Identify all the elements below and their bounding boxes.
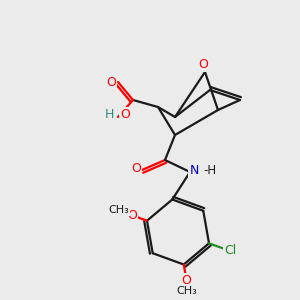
Text: Cl: Cl — [225, 244, 237, 256]
Text: O: O — [120, 107, 130, 121]
Text: CH₃: CH₃ — [108, 205, 129, 215]
Text: O: O — [127, 209, 137, 222]
Text: O: O — [106, 76, 116, 88]
Text: O: O — [198, 58, 208, 70]
Text: N: N — [189, 164, 199, 178]
Text: O: O — [131, 163, 141, 176]
Text: H: H — [105, 107, 114, 121]
Text: O: O — [182, 274, 191, 287]
Text: -H: -H — [203, 164, 216, 178]
Text: CH₃: CH₃ — [176, 286, 197, 296]
